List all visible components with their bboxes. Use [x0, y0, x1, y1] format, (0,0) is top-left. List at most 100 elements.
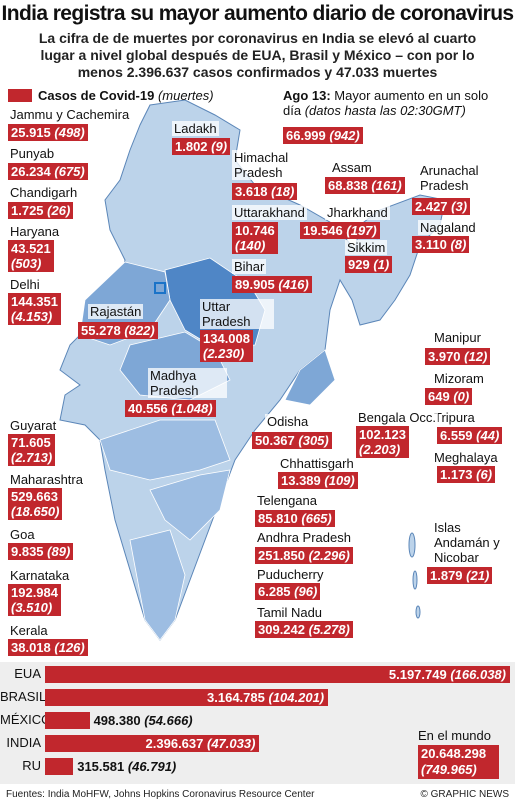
state-box: 9.835 (89) — [8, 543, 74, 560]
state-name: Islas Andamán y Nicobar — [432, 520, 515, 565]
state-deaths: (18) — [271, 184, 295, 199]
state-name: Meghalaya — [432, 450, 500, 465]
category-label: BRASIL — [0, 689, 47, 704]
state-cases: 929 — [348, 257, 370, 272]
state-cases: 3.618 — [235, 184, 268, 199]
state-name: Mizoram — [432, 371, 486, 386]
state-box: 89.905 (416) — [232, 276, 312, 293]
state-deaths: (44) — [476, 428, 500, 443]
state-deaths: (8) — [450, 237, 467, 252]
state-deaths: (3) — [451, 199, 468, 214]
state-deaths: (4.153) — [11, 309, 53, 324]
state-box: 3.110 (8) — [412, 236, 470, 253]
world-label: En el mundo — [418, 728, 491, 743]
islands — [415, 605, 421, 619]
state-cases: 529.663 — [11, 489, 58, 504]
state-box: 38.018 (126) — [8, 639, 88, 656]
state-box: 309.242 (5.278) — [255, 621, 353, 638]
state-name: Telengana — [255, 493, 319, 508]
state-box: 40.556 (1.048) — [125, 400, 216, 417]
state-box: 1.879 (21) — [427, 567, 493, 584]
state-name: Bengala Occ. — [356, 410, 439, 425]
value-label: 2.396.637 (47.033) — [146, 735, 256, 752]
legend-swatch — [8, 89, 32, 102]
state-name: Delhi — [8, 277, 42, 292]
state-deaths: (0) — [453, 389, 470, 404]
record-box: 66.999 (942) — [283, 127, 363, 144]
world-box: 20.648.298 (749.965) — [418, 745, 499, 779]
state-deaths: (2.713) — [11, 450, 53, 465]
state-cases: 1.725 — [11, 203, 44, 218]
state-name: Nagaland — [418, 220, 478, 235]
state-name: Bihar — [232, 259, 267, 274]
value-deaths: (104.201) — [268, 690, 325, 705]
state-deaths: (126) — [54, 640, 85, 655]
state-name: Himachal Pradesh — [232, 150, 326, 180]
value-deaths: (46.791) — [127, 759, 177, 774]
value-label: 315.581 (46.791) — [77, 758, 176, 775]
state-cases: 43.521 — [11, 241, 51, 256]
state-box: 929 (1) — [345, 256, 393, 273]
value-deaths: (47.033) — [207, 736, 256, 751]
state-box: 6.559 (44) — [437, 427, 503, 444]
state-cases: 9.835 — [11, 544, 44, 559]
state-name: Sikkim — [345, 240, 388, 255]
value-deaths: (54.666) — [144, 713, 193, 728]
state-deaths: (822) — [124, 323, 155, 338]
state-box: 529.663 (18.650) — [8, 488, 63, 520]
state-cases: 19.546 — [303, 223, 343, 238]
source: Fuentes: India MoHFW, Johns Hopkins Coro… — [6, 789, 315, 800]
bar — [45, 735, 260, 752]
state-name: Chandigarh — [8, 185, 80, 200]
state-box: 71.605 (2.713) — [8, 434, 56, 466]
state-box: 251.850 (2.296) — [255, 547, 353, 564]
state-name: Tripura — [432, 410, 477, 425]
state-cases: 102.123 — [359, 427, 406, 442]
state-box: 102.123 (2.203) — [356, 426, 409, 458]
state-cases: 25.915 — [11, 125, 51, 140]
state-deaths: (3.510) — [11, 600, 53, 615]
bar — [45, 758, 74, 775]
state-cases: 192.984 — [11, 585, 58, 600]
state-box: 2.427 (3) — [412, 198, 471, 215]
state-cases: 13.389 — [281, 473, 321, 488]
state-name: Jharkhand — [325, 205, 390, 220]
state-deaths: (503) — [11, 256, 42, 271]
islands — [412, 570, 418, 590]
state-box: 68.838 (161) — [325, 177, 405, 194]
state-name: Manipur — [432, 330, 483, 345]
state-box: 1.802 (9) — [172, 138, 231, 155]
state-cases: 144.351 — [11, 294, 58, 309]
state-cases: 3.110 — [415, 237, 447, 252]
state-cases: 6.559 — [440, 428, 473, 443]
bar — [45, 689, 329, 706]
state-name: Odisha — [265, 414, 311, 429]
state-box: 134.008 (2.230) — [200, 330, 253, 362]
value-cases: 2.396.637 — [145, 736, 204, 751]
state-cases: 85.810 — [258, 511, 298, 526]
state-cases: 3.970 — [428, 349, 461, 364]
state-name: Karnataka — [8, 568, 72, 583]
category-label: INDIA — [6, 735, 41, 750]
state-cases: 26.234 — [11, 164, 51, 179]
state-name: Kerala — [8, 623, 50, 638]
bar — [45, 666, 510, 683]
state-box: 50.367 (305) — [252, 432, 332, 449]
state-cases: 1.879 — [430, 568, 463, 583]
state-box: 1.173 (6) — [437, 466, 496, 483]
value-label: 3.164.785 (104.201) — [207, 689, 324, 706]
state-cases: 1.173 — [440, 467, 473, 482]
state-deaths: (89) — [47, 544, 71, 559]
state-deaths: (161) — [371, 178, 402, 193]
state-cases: 2.427 — [415, 199, 448, 214]
state-cases: 40.556 — [128, 401, 168, 416]
state-cases: 134.008 — [203, 331, 250, 346]
subtitle: La cifra de de muertes por coronavirus e… — [38, 30, 477, 80]
islands — [408, 532, 416, 558]
title: India registra su mayor aumento diario d… — [1, 2, 514, 25]
state-cases: 89.905 — [235, 277, 275, 292]
state-box: 85.810 (665) — [255, 510, 335, 527]
state-deaths: (5.278) — [308, 622, 350, 637]
value-cases: 315.581 — [77, 759, 125, 774]
state-name: Uttar Pradesh — [200, 299, 274, 329]
